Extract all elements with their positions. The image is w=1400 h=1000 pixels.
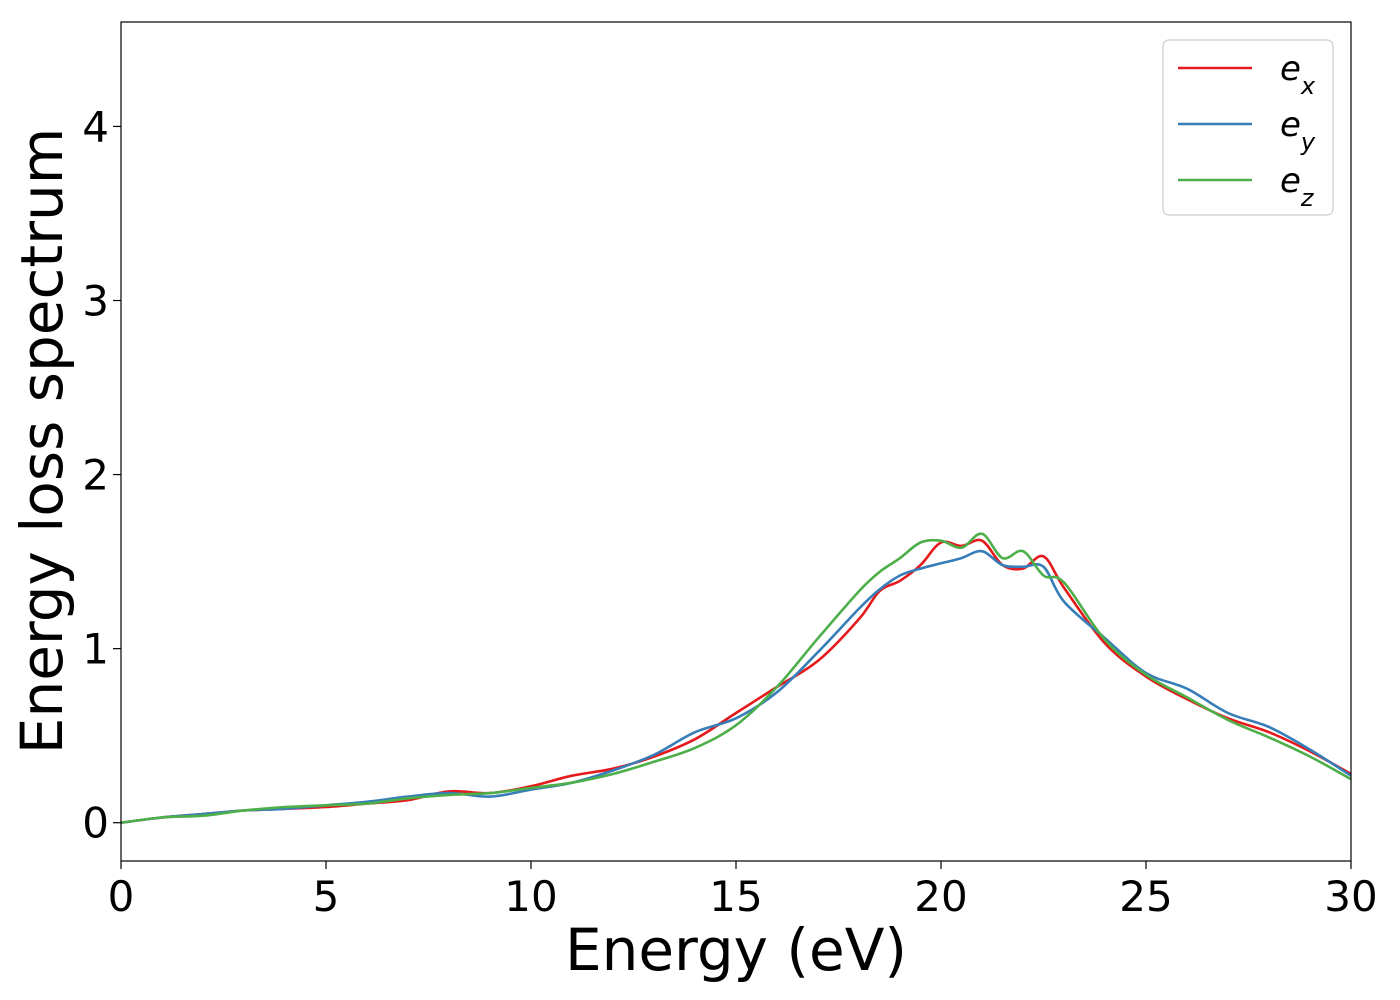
y-tick-label: 0 bbox=[82, 799, 109, 848]
series-lines bbox=[120, 532, 1352, 824]
x-axis-label: Energy (eV) bbox=[565, 916, 907, 984]
y-tick-label: 2 bbox=[82, 451, 109, 500]
y-tick-label: 3 bbox=[82, 277, 109, 326]
x-axis-ticks: 0 5 10 15 20 25 30 bbox=[108, 861, 1378, 921]
y-tick-label: 4 bbox=[82, 102, 109, 151]
x-tick-label: 15 bbox=[709, 872, 762, 921]
x-tick-label: 0 bbox=[108, 872, 135, 921]
x-tick-label: 30 bbox=[1324, 872, 1377, 921]
series-line-e-z bbox=[120, 532, 1352, 824]
x-tick-label: 20 bbox=[914, 872, 967, 921]
legend-box bbox=[1162, 39, 1334, 216]
y-axis-ticks: 0 1 2 3 4 bbox=[82, 102, 121, 848]
y-axis-label: Energy loss spectrum bbox=[8, 128, 76, 754]
x-tick-label: 5 bbox=[313, 872, 340, 921]
x-tick-label: 25 bbox=[1119, 872, 1172, 921]
y-tick-label: 1 bbox=[82, 625, 109, 674]
series-line-e-y bbox=[120, 549, 1352, 824]
x-tick-label: 10 bbox=[504, 872, 557, 921]
